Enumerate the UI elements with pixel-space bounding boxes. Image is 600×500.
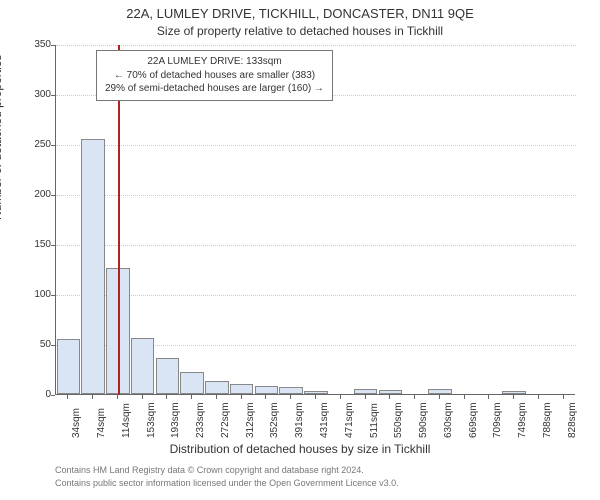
y-tick-mark xyxy=(51,295,55,296)
x-tick-mark xyxy=(290,395,291,399)
y-tick-mark xyxy=(51,45,55,46)
x-tick-mark xyxy=(241,395,242,399)
histogram-bar xyxy=(131,338,155,394)
x-tick-mark xyxy=(92,395,93,399)
x-tick-mark xyxy=(538,395,539,399)
annotation-line-1: 22A LUMLEY DRIVE: 133sqm xyxy=(105,55,324,69)
x-tick-label: 550sqm xyxy=(393,402,404,438)
chart-container: 22A, LUMLEY DRIVE, TICKHILL, DONCASTER, … xyxy=(0,0,600,500)
x-tick-mark xyxy=(216,395,217,399)
y-tick-mark xyxy=(51,195,55,196)
histogram-bar xyxy=(180,372,204,394)
gridline xyxy=(56,45,576,46)
x-tick-mark xyxy=(389,395,390,399)
histogram-bar xyxy=(502,391,526,394)
x-tick-mark xyxy=(488,395,489,399)
x-tick-mark xyxy=(365,395,366,399)
y-tick-label: 250 xyxy=(11,139,51,150)
y-tick-mark xyxy=(51,345,55,346)
chart-title-sub: Size of property relative to detached ho… xyxy=(0,24,600,38)
y-tick-label: 300 xyxy=(11,89,51,100)
histogram-bar xyxy=(428,389,452,394)
x-tick-label: 193sqm xyxy=(170,402,181,438)
y-tick-label: 200 xyxy=(11,189,51,200)
x-tick-mark xyxy=(265,395,266,399)
x-tick-label: 233sqm xyxy=(195,402,206,438)
x-tick-label: 272sqm xyxy=(220,402,231,438)
y-tick-mark xyxy=(51,145,55,146)
x-tick-label: 511sqm xyxy=(369,403,380,438)
histogram-bar xyxy=(81,139,105,394)
x-tick-mark xyxy=(117,395,118,399)
x-tick-mark xyxy=(439,395,440,399)
annotation-box: 22A LUMLEY DRIVE: 133sqm ← 70% of detach… xyxy=(96,50,333,101)
x-tick-mark xyxy=(414,395,415,399)
histogram-bar xyxy=(279,387,303,394)
y-tick-label: 50 xyxy=(11,339,51,350)
histogram-bar xyxy=(230,384,254,394)
x-tick-label: 471sqm xyxy=(344,402,355,438)
x-tick-label: 391sqm xyxy=(294,402,305,438)
x-tick-label: 749sqm xyxy=(517,402,528,438)
gridline xyxy=(56,245,576,246)
y-axis-label: Number of detached properties xyxy=(0,55,4,220)
x-tick-label: 153sqm xyxy=(146,402,157,438)
x-tick-label: 114sqm xyxy=(121,403,132,438)
x-tick-mark xyxy=(464,395,465,399)
y-tick-mark xyxy=(51,395,55,396)
footnote-2: Contains public sector information licen… xyxy=(55,478,399,488)
y-tick-label: 350 xyxy=(11,39,51,50)
x-tick-label: 669sqm xyxy=(468,402,479,438)
x-tick-label: 431sqm xyxy=(319,402,330,438)
histogram-bar xyxy=(304,391,328,394)
histogram-bar xyxy=(156,358,180,394)
histogram-bar xyxy=(205,381,229,394)
annotation-line-2: ← 70% of detached houses are smaller (38… xyxy=(105,69,324,83)
histogram-bar xyxy=(255,386,279,394)
x-tick-mark xyxy=(142,395,143,399)
chart-title-main: 22A, LUMLEY DRIVE, TICKHILL, DONCASTER, … xyxy=(0,6,600,21)
gridline xyxy=(56,195,576,196)
footnote-1: Contains HM Land Registry data © Crown c… xyxy=(55,465,364,475)
x-tick-label: 312sqm xyxy=(245,402,256,438)
y-tick-label: 100 xyxy=(11,289,51,300)
x-tick-mark xyxy=(191,395,192,399)
gridline xyxy=(56,145,576,146)
y-tick-mark xyxy=(51,95,55,96)
x-tick-label: 74sqm xyxy=(96,408,107,438)
x-tick-mark xyxy=(340,395,341,399)
x-tick-label: 828sqm xyxy=(567,402,578,438)
x-tick-label: 352sqm xyxy=(269,402,280,438)
plot-area: 22A LUMLEY DRIVE: 133sqm ← 70% of detach… xyxy=(55,45,575,395)
x-axis-label: Distribution of detached houses by size … xyxy=(0,442,600,456)
y-tick-label: 0 xyxy=(11,389,51,400)
x-tick-mark xyxy=(315,395,316,399)
y-tick-mark xyxy=(51,245,55,246)
x-tick-mark xyxy=(67,395,68,399)
x-tick-label: 34sqm xyxy=(71,408,82,438)
x-tick-label: 630sqm xyxy=(443,402,454,438)
annotation-line-3: 29% of semi-detached houses are larger (… xyxy=(105,82,324,96)
y-tick-label: 150 xyxy=(11,239,51,250)
histogram-bar xyxy=(379,390,403,394)
histogram-bar xyxy=(354,389,378,394)
x-tick-label: 709sqm xyxy=(492,402,503,438)
x-tick-mark xyxy=(166,395,167,399)
x-tick-label: 788sqm xyxy=(542,402,553,438)
x-tick-mark xyxy=(563,395,564,399)
x-tick-mark xyxy=(513,395,514,399)
x-tick-label: 590sqm xyxy=(418,402,429,438)
histogram-bar xyxy=(57,339,81,394)
gridline xyxy=(56,295,576,296)
